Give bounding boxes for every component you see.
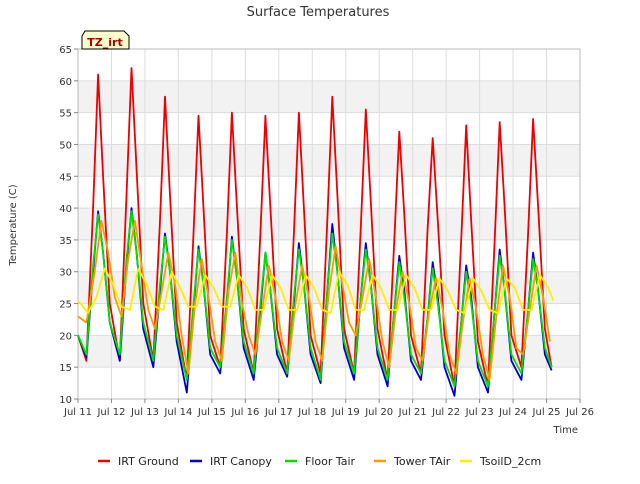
x-tick-label: Jul 24: [498, 407, 527, 418]
y-tick-label: 30: [59, 268, 72, 279]
x-tick-label: Jul 25: [532, 407, 561, 418]
y-tick-label: 15: [59, 363, 72, 374]
series-lines: [77, 67, 555, 397]
plot-band: [78, 80, 580, 113]
y-tick-label: 40: [59, 204, 72, 215]
series-line-irt-ground: [77, 67, 553, 388]
x-tick-label: Jul 18: [297, 407, 326, 418]
series-line-tsoild-2cm: [77, 267, 555, 315]
y-tick-label: 65: [59, 45, 72, 56]
y-tick-label: 10: [59, 395, 72, 406]
legend-label: Floor Tair: [305, 455, 356, 468]
x-tick-label: Jul 22: [431, 407, 460, 418]
x-axis-label: Time: [553, 425, 578, 436]
x-tick-label: Jul 19: [331, 407, 360, 418]
plot-frame: [77, 48, 581, 400]
y-tick-label: 20: [59, 331, 72, 342]
y-tick-label: 25: [59, 300, 72, 311]
x-tick-label: Jul 11: [63, 407, 92, 418]
site-badge: TZ_irt: [81, 30, 130, 50]
x-tick-label: Jul 14: [163, 407, 192, 418]
x-tick-label: Jul 13: [130, 407, 159, 418]
x-tick-label: Jul 20: [364, 407, 393, 418]
x-axis-ticks: Jul 11 Jul 12 Jul 13 Jul 14 Jul 15 Jul 16 Jul …: [63, 399, 594, 418]
x-tick-label: Jul 12: [96, 407, 125, 418]
legend-label: TsoilD_2cm: [479, 455, 541, 468]
legend-label: IRT Canopy: [210, 455, 272, 468]
y-tick-label: 55: [59, 109, 72, 120]
y-tick-label: 50: [59, 140, 72, 151]
site-badge-label: TZ_irt: [87, 36, 122, 49]
x-tick-label: Jul 15: [197, 407, 226, 418]
x-tick-label: Jul 26: [565, 407, 594, 418]
y-tick-label: 45: [59, 172, 72, 183]
y-tick-label: 60: [59, 77, 72, 88]
series-line-floor-tair: [77, 210, 553, 388]
legend: IRT Ground IRT Canopy Floor Tair Tower TAir…: [98, 455, 541, 468]
x-tick-label: Jul 23: [465, 407, 494, 418]
legend-label: Tower TAir: [393, 455, 451, 468]
series-line-tower-tair: [77, 219, 551, 381]
chart-title: Surface Temperatures: [247, 5, 390, 20]
y-axis-ticks: 10 15 20 25 30 35 40 45 50 55 60 65: [59, 45, 78, 406]
legend-label: IRT Ground: [118, 455, 179, 468]
x-tick-label: Jul 17: [264, 407, 293, 418]
x-tick-label: Jul 16: [230, 407, 259, 418]
x-tick-label: Jul 21: [398, 407, 427, 418]
y-axis-label: Temperature (C): [8, 184, 19, 266]
plot-band: [78, 335, 580, 368]
y-tick-label: 35: [59, 236, 72, 247]
site-badge-box: [81, 30, 130, 50]
